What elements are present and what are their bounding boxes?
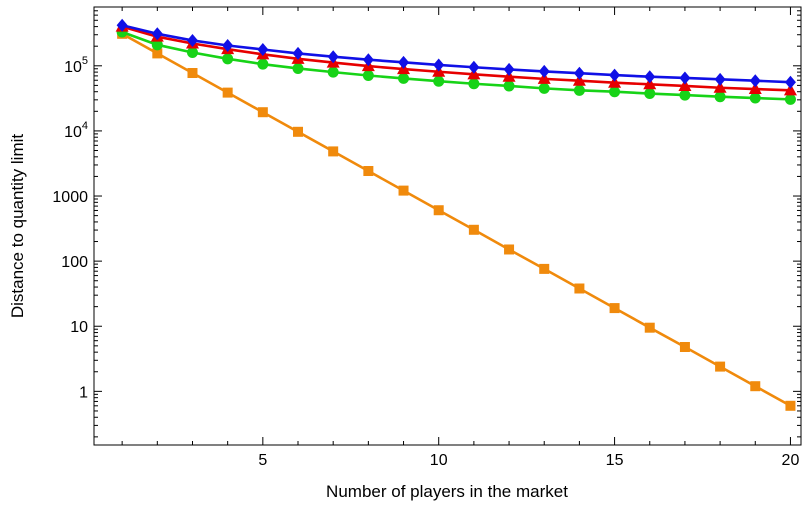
y-tick-label-exponent: 4 xyxy=(82,120,88,132)
data-point xyxy=(573,84,585,96)
data-point xyxy=(433,75,445,87)
data-point xyxy=(573,66,585,80)
x-tick-label: 20 xyxy=(782,452,800,469)
data-point xyxy=(503,80,515,92)
data-point xyxy=(152,48,163,59)
data-point xyxy=(713,80,727,93)
data-point xyxy=(292,62,304,74)
y-tick-label: 104 xyxy=(64,120,88,141)
data-point xyxy=(539,263,550,274)
data-point xyxy=(433,205,444,216)
data-point xyxy=(749,92,761,104)
data-point xyxy=(503,62,515,76)
data-point xyxy=(293,126,304,137)
y-tick-label: 1000 xyxy=(52,189,88,206)
data-point xyxy=(572,73,586,86)
y-tick-label: 1 xyxy=(79,384,88,401)
series-line xyxy=(121,32,792,407)
y-tick-label-base: 10 xyxy=(64,59,82,76)
data-point xyxy=(327,66,339,78)
x-tick-label: 10 xyxy=(430,452,448,469)
data-point xyxy=(679,341,690,352)
data-point xyxy=(468,224,479,235)
data-point xyxy=(748,82,762,95)
y-tick-label: 105 xyxy=(64,55,88,76)
data-point xyxy=(538,64,550,78)
y-axis-label: Distance to quantity limit xyxy=(8,134,27,319)
data-point xyxy=(186,33,198,47)
data-point xyxy=(538,82,550,94)
y-tick-label: 10 xyxy=(70,319,88,336)
data-point xyxy=(433,58,445,72)
data-point xyxy=(783,83,797,96)
series-diamond xyxy=(116,18,796,89)
data-point xyxy=(715,361,726,372)
y-tick-label-base: 10 xyxy=(64,124,82,141)
data-point xyxy=(222,39,234,53)
data-point xyxy=(222,53,234,65)
series-line xyxy=(121,30,791,101)
data-point xyxy=(116,18,128,32)
data-point xyxy=(151,27,163,41)
data-point xyxy=(714,91,726,103)
data-point xyxy=(362,69,374,81)
series-line xyxy=(121,23,791,84)
data-point xyxy=(644,70,656,84)
data-point xyxy=(644,88,656,100)
data-point xyxy=(714,72,726,86)
data-point xyxy=(363,166,374,177)
data-point xyxy=(257,42,269,56)
x-tick-label: 15 xyxy=(606,452,624,469)
data-point xyxy=(679,89,691,101)
data-point xyxy=(327,50,339,64)
data-point xyxy=(468,78,480,90)
y-tick-label-exponent: 5 xyxy=(82,55,88,67)
data-point xyxy=(222,87,233,98)
data-point xyxy=(608,75,622,88)
data-point xyxy=(398,55,410,69)
series-group xyxy=(115,18,797,411)
data-point xyxy=(643,77,657,90)
data-point xyxy=(398,185,409,196)
data-point xyxy=(257,107,268,118)
data-point xyxy=(784,93,796,105)
data-point xyxy=(187,68,198,79)
plot-frame xyxy=(93,6,802,446)
data-point xyxy=(679,71,691,85)
data-point xyxy=(609,303,620,314)
data-point xyxy=(292,46,304,60)
data-point xyxy=(784,75,796,89)
y-tick-label: 100 xyxy=(61,254,88,271)
data-point xyxy=(328,146,339,157)
data-point xyxy=(609,68,621,82)
data-point xyxy=(186,47,198,59)
data-point xyxy=(362,53,374,67)
data-point xyxy=(749,74,761,88)
series-line xyxy=(121,25,791,92)
data-point xyxy=(504,244,515,255)
data-point xyxy=(678,78,692,91)
data-point xyxy=(574,283,585,294)
data-point xyxy=(644,322,655,333)
x-axis-label: Number of players in the market xyxy=(326,482,568,501)
x-tick-label: 5 xyxy=(258,452,267,469)
data-point xyxy=(398,72,410,84)
data-point xyxy=(785,400,796,411)
data-point xyxy=(609,86,621,98)
data-point xyxy=(257,58,269,70)
series-square xyxy=(117,28,796,411)
data-point xyxy=(468,60,480,74)
data-point xyxy=(750,381,761,392)
data-point xyxy=(151,39,163,51)
